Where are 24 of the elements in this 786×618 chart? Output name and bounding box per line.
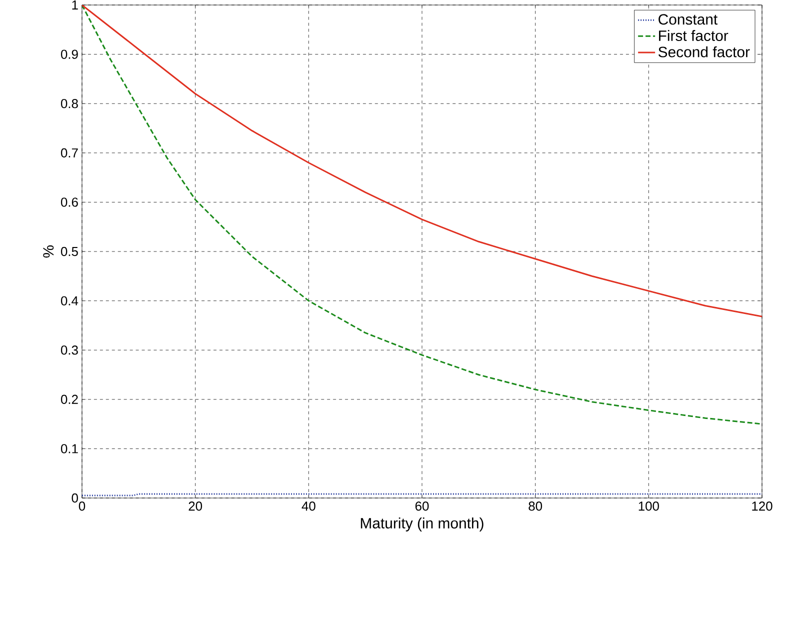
y-tick-label: 0.2	[60, 394, 78, 404]
y-tick-label: 0.6	[60, 198, 78, 207]
x-tick-label: 40	[302, 502, 316, 511]
y-tick-label: 0.4	[60, 296, 78, 306]
y-tick-label: 0.9	[60, 50, 78, 59]
y-tick-label: 0.3	[60, 346, 78, 355]
x-tick-label: 80	[528, 502, 542, 511]
x-tick-label: 60	[415, 502, 429, 511]
y-axis-title: %	[43, 245, 54, 258]
y-tick-label: 0.7	[60, 148, 78, 158]
y-tick-label: 0.1	[60, 444, 78, 454]
x-tick-label: 0	[78, 502, 86, 511]
x-tick-label: 100	[638, 502, 659, 511]
x-tick-label: 120	[752, 502, 772, 511]
legend-label: Second factor	[658, 46, 750, 58]
legend-label: Constant	[658, 14, 718, 25]
y-tick-label: 0.5	[60, 246, 78, 256]
x-axis-title: Maturity (in month)	[360, 518, 484, 532]
line-series	[82, 4, 762, 425]
y-tick-label: 0	[72, 493, 78, 503]
y-tick-label: 1	[72, 0, 78, 10]
legend-label: First factor	[659, 30, 728, 41]
y-tick-label: 0.8	[60, 99, 78, 108]
x-tick-label: 20	[188, 502, 202, 511]
